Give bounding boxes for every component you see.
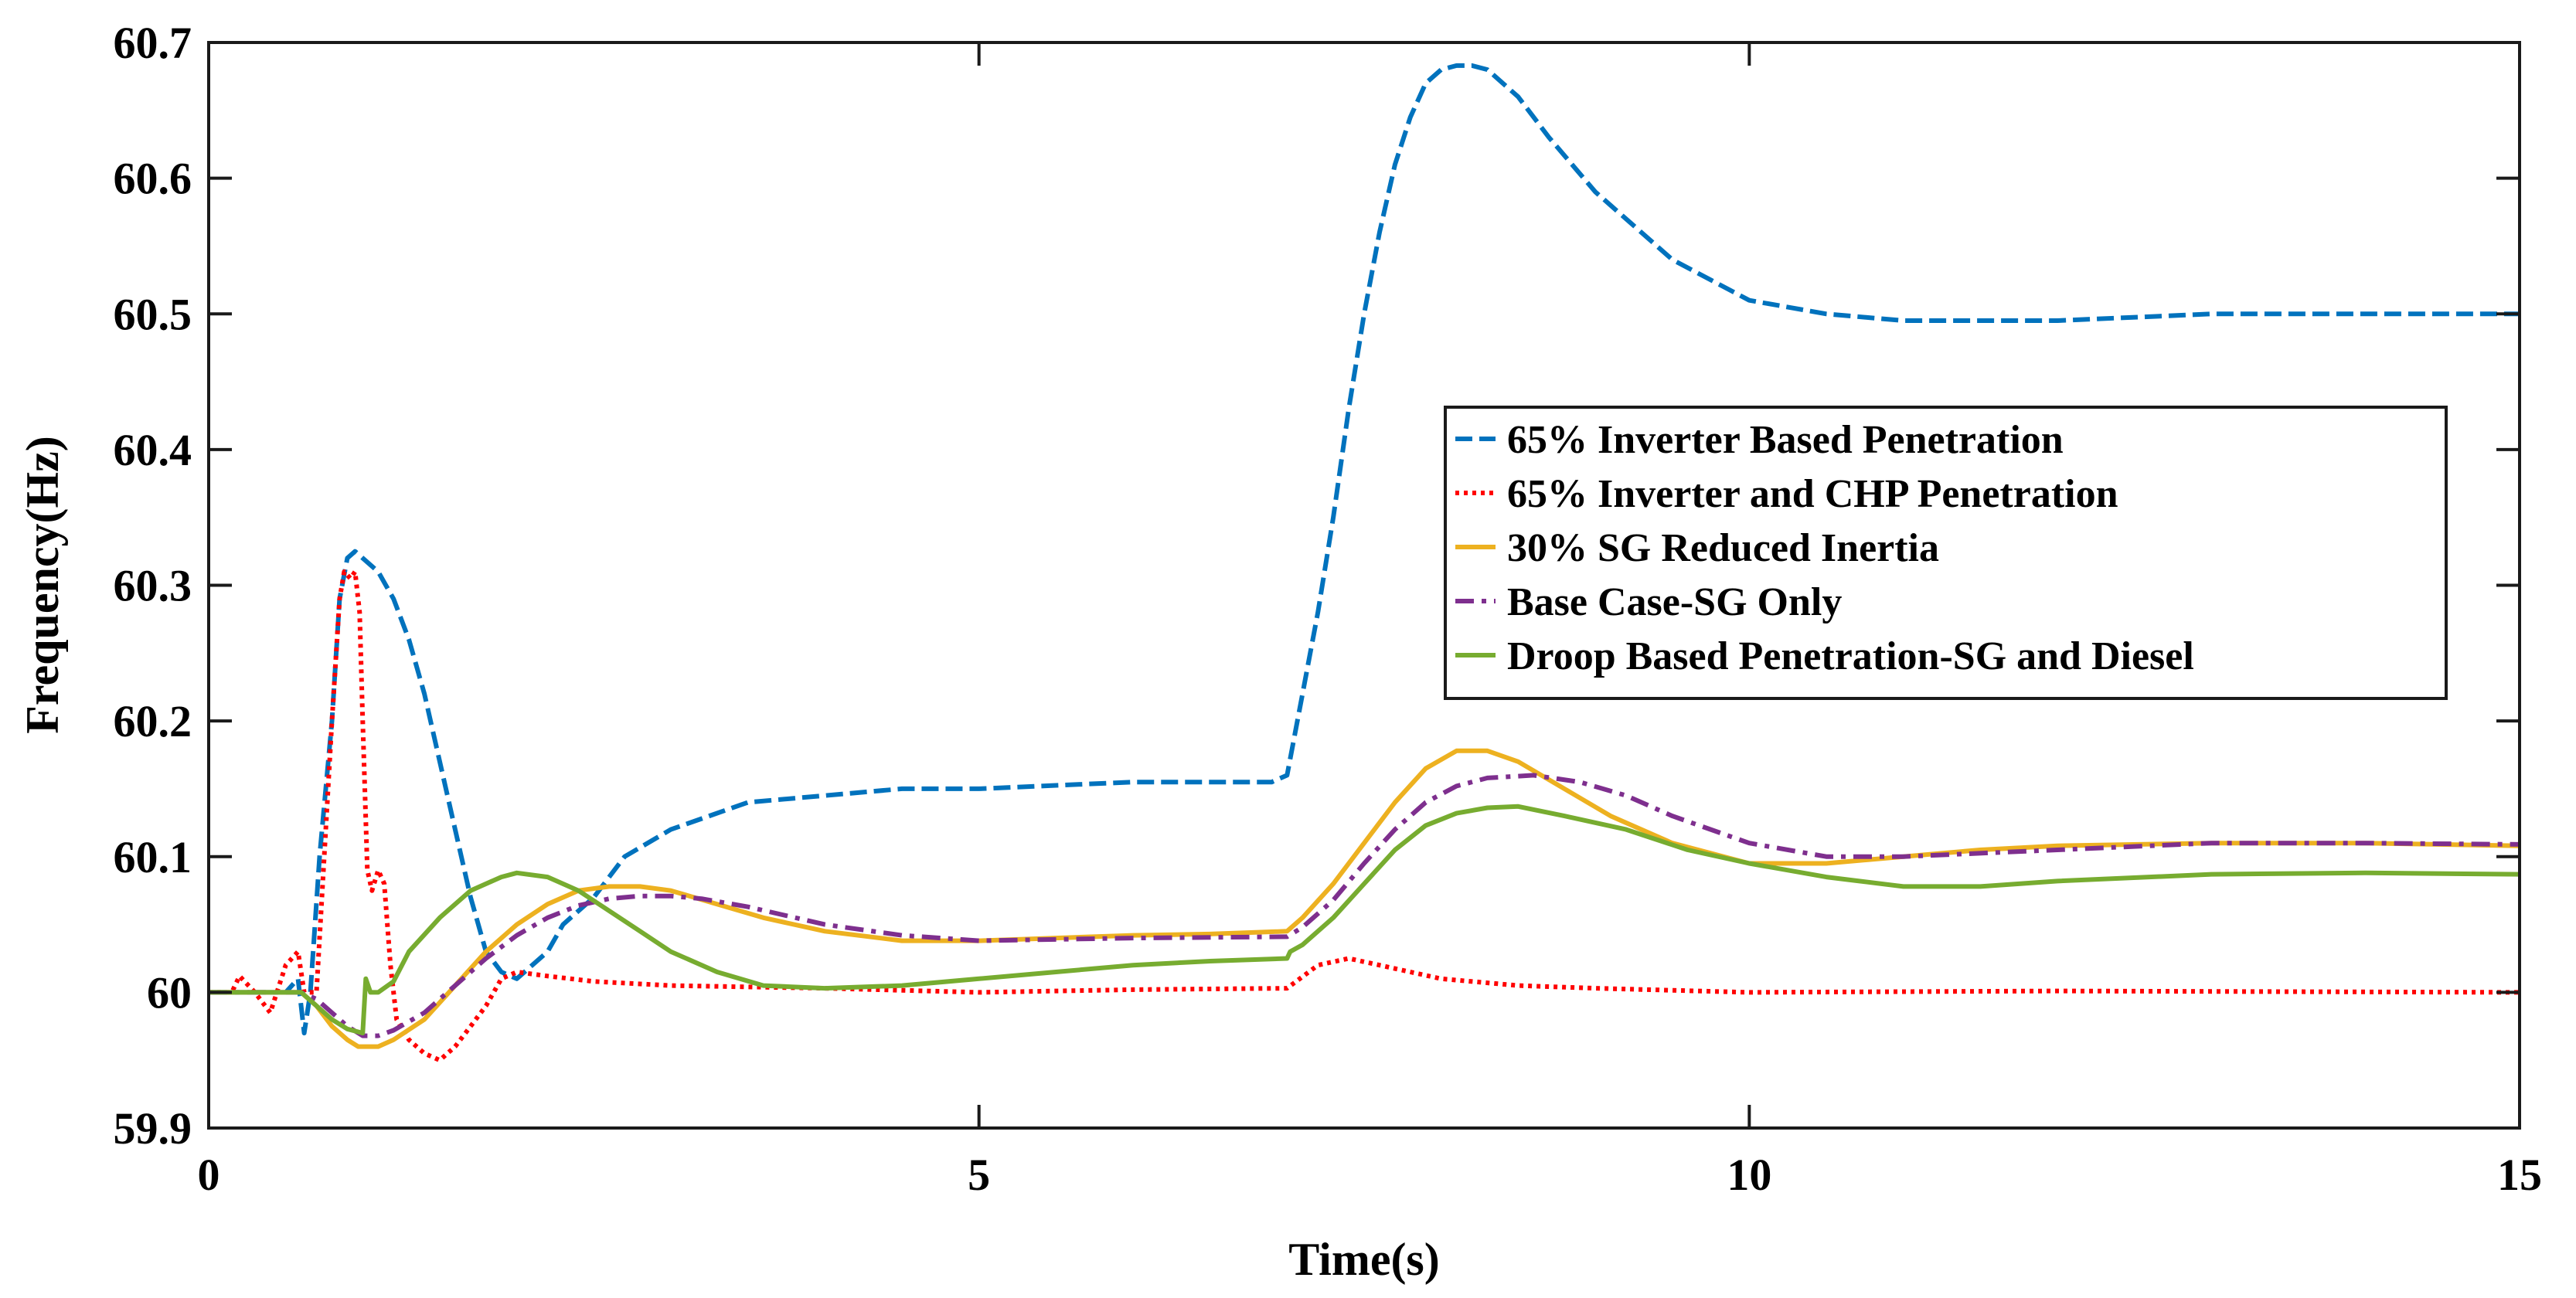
y-tick-label: 60.7: [114, 18, 192, 68]
legend-label-2: 65% Inverter and CHP Penetration: [1507, 472, 2118, 516]
x-tick-label: 15: [2497, 1150, 2542, 1200]
legend: 65% Inverter Based Penetration 65% Invert…: [1444, 406, 2448, 700]
y-tick-label: 60.2: [114, 696, 192, 746]
x-axis-title: Time(s): [1288, 1234, 1440, 1285]
x-tick-label: 10: [1727, 1150, 1771, 1200]
y-tick-label: 60.3: [114, 561, 192, 611]
y-tick-label: 60.4: [114, 425, 192, 475]
series-line-5: [209, 804, 2520, 1036]
x-tick-label: 0: [198, 1150, 220, 1200]
legend-items: 65% Inverter Based Penetration 65% Invert…: [1455, 418, 2194, 678]
legend-box: [1444, 406, 2448, 700]
series-line-2: [209, 569, 2520, 1063]
y-tick-label: 60: [147, 967, 192, 1018]
series-line-4: [209, 773, 2520, 1038]
y-tick-label: 60.6: [114, 154, 192, 204]
y-tick-label: 60.1: [114, 832, 192, 882]
legend-label-3: 30% SG Reduced Inertia: [1507, 526, 1939, 570]
legend-label-1: 65% Inverter Based Penetration: [1507, 418, 2064, 462]
y-tick-label: 60.5: [114, 289, 192, 339]
series-line-1: [209, 63, 2520, 1036]
y-tick-label: 59.9: [114, 1103, 192, 1154]
tick-layer: 0 5 10 15 59.9 60 60.1 60.2 60.3 60.4 60.5 60.6 60.7: [114, 18, 2543, 1200]
series-layer: [209, 63, 2520, 1063]
x-tick-label: 5: [968, 1150, 990, 1200]
y-axis-title: Frequency(Hz): [17, 436, 68, 733]
legend-label-4: Base Case-SG Only: [1507, 580, 1842, 624]
legend-label-5: Droop Based Penetration-SG and Diesel: [1507, 634, 2194, 678]
